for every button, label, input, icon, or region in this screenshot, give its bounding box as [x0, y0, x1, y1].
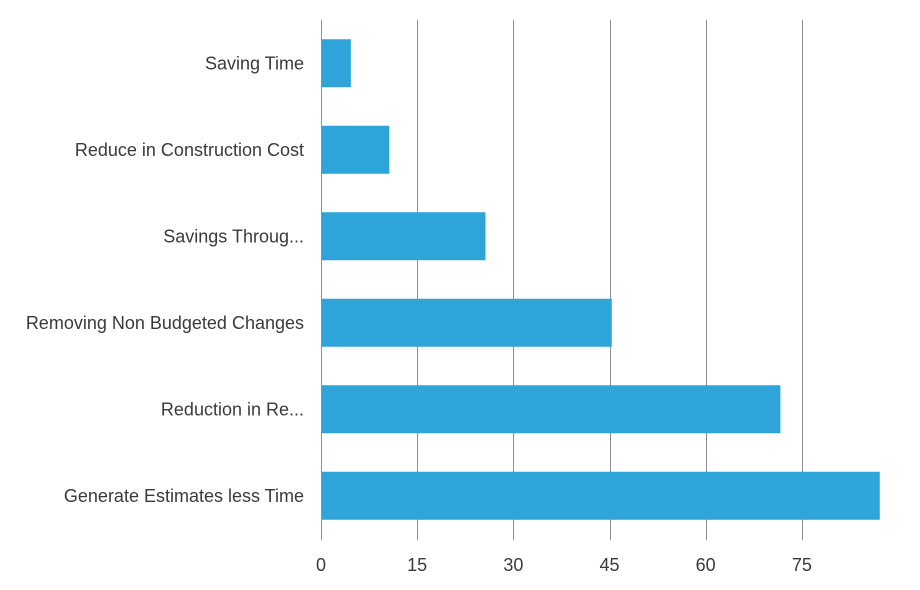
bar[interactable] — [322, 471, 880, 520]
category-label-layer: Saving Time Reduce in Construction Cost Sa… — [26, 53, 304, 506]
grid-layer — [321, 20, 803, 540]
category-label: Generate Estimates less Time — [64, 486, 304, 506]
x-tick-label: 45 — [599, 555, 619, 575]
bar-layer — [322, 39, 880, 520]
x-tick-label: 0 — [316, 555, 326, 575]
tick-label-layer: 0 15 30 45 60 75 — [316, 555, 812, 575]
x-tick-label: 30 — [503, 555, 523, 575]
x-tick-label: 15 — [407, 555, 427, 575]
bar[interactable] — [322, 212, 486, 261]
bar[interactable] — [322, 125, 390, 174]
bar[interactable] — [322, 385, 781, 434]
bar[interactable] — [322, 39, 351, 88]
category-label: Removing Non Budgeted Changes — [26, 313, 304, 333]
category-label: Reduce in Construction Cost — [75, 140, 304, 160]
category-label: Savings Throug... — [163, 226, 304, 246]
category-label: Saving Time — [205, 53, 304, 73]
x-tick-label: 75 — [792, 555, 812, 575]
bar[interactable] — [322, 298, 612, 347]
x-tick-label: 60 — [696, 555, 716, 575]
category-label: Reduction in Re... — [161, 399, 304, 419]
